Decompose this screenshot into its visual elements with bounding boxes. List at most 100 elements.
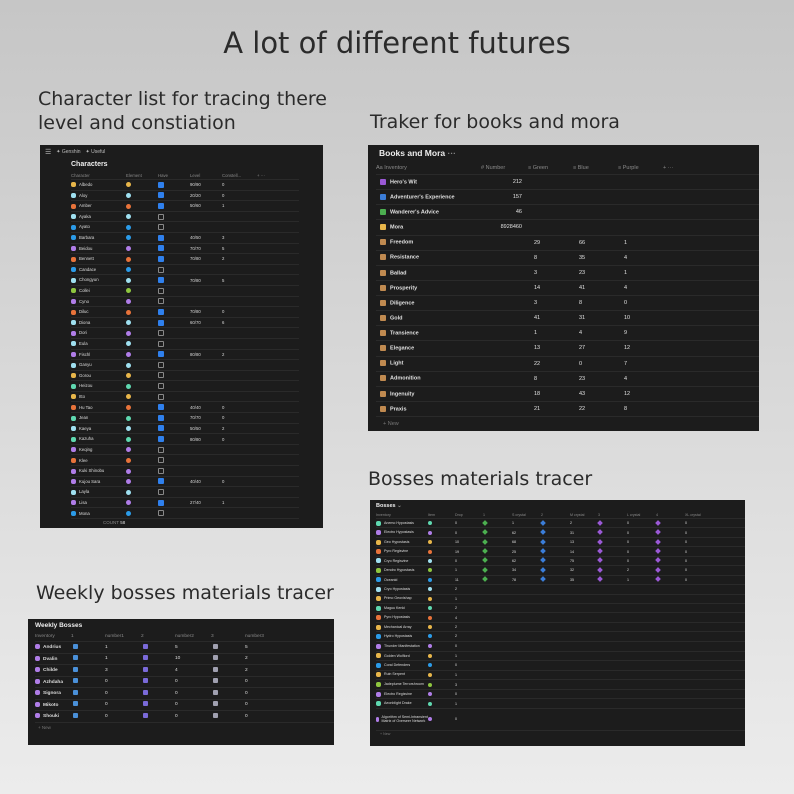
table-row[interactable]: Electro Hypostasis 0 62 31 0 0 xyxy=(376,528,745,538)
table-row[interactable]: Dori xyxy=(71,328,299,339)
table-row[interactable]: Hydro Hypostasis 2 xyxy=(376,632,745,642)
have-checkbox[interactable] xyxy=(158,213,164,220)
books-new-button[interactable]: + New xyxy=(383,421,399,427)
add-column-button[interactable]: + ··· xyxy=(257,172,265,178)
have-checkbox[interactable] xyxy=(158,181,164,188)
table-row[interactable]: Elegance 13 27 12 xyxy=(376,341,759,357)
have-checkbox[interactable] xyxy=(158,383,164,390)
table-row[interactable]: Electro Regisvine 0 xyxy=(376,690,745,700)
menu-icon[interactable]: ☰ xyxy=(45,149,52,156)
table-row[interactable]: Ayaka xyxy=(71,212,299,223)
have-checkbox[interactable] xyxy=(158,425,164,432)
table-row[interactable]: Diona 60/70 6 xyxy=(71,318,299,329)
table-row[interactable]: Amber 50/60 1 xyxy=(71,201,299,212)
table-row[interactable]: Barbara 40/50 3 xyxy=(71,233,299,244)
table-row[interactable]: Mikoto 0 0 0 xyxy=(35,700,334,711)
table-row[interactable]: Mechanical Array 2 xyxy=(376,623,745,633)
table-row[interactable]: Jean 70/70 0 xyxy=(71,413,299,424)
table-row[interactable]: Andrius 1 5 5 xyxy=(35,642,334,654)
table-row[interactable]: Dendro Hypostasis 1 34 32 2 0 xyxy=(376,566,745,576)
table-row[interactable]: Cryo Hypostasis 2 xyxy=(376,585,745,595)
table-row[interactable]: Jadeplume Terrorshroom 3 xyxy=(376,680,745,690)
table-row[interactable]: Freedom 29 66 1 xyxy=(376,236,759,251)
table-row[interactable]: Lisa 27/40 1 xyxy=(71,498,299,509)
table-row[interactable]: Itto xyxy=(71,392,299,403)
chevron-down-icon[interactable]: ⌄ xyxy=(397,503,402,509)
table-row[interactable]: Collei xyxy=(71,286,299,297)
table-row[interactable]: Fischl 80/80 2 xyxy=(71,350,299,361)
table-row[interactable]: Hero's Wit 212 xyxy=(376,175,759,191)
table-row[interactable]: Albedo 90/90 0 xyxy=(71,180,299,191)
table-row[interactable]: Bennett 70/80 2 xyxy=(71,254,299,265)
have-checkbox[interactable] xyxy=(158,393,164,400)
have-checkbox[interactable] xyxy=(158,340,164,347)
table-row[interactable]: Cyno xyxy=(71,297,299,308)
table-row[interactable]: Diligence 3 8 0 xyxy=(376,296,759,312)
table-row[interactable]: Golden Wolflord 1 xyxy=(376,652,745,662)
table-row[interactable]: Kuki Shinobu xyxy=(71,466,299,477)
table-row[interactable]: Light 22 0 7 xyxy=(376,357,759,372)
table-row[interactable]: Prosperity 14 41 4 xyxy=(376,281,759,296)
table-row[interactable]: Admonition 8 23 4 xyxy=(376,372,759,387)
table-row[interactable]: Kazuha 80/80 0 xyxy=(71,434,299,445)
table-row[interactable]: Candace xyxy=(71,265,299,276)
table-row[interactable]: Azhdaha 0 0 0 xyxy=(35,677,334,688)
have-checkbox[interactable] xyxy=(158,202,164,209)
have-checkbox[interactable] xyxy=(158,510,164,517)
table-row[interactable]: Geo Hypostasis 10 68 13 0 0 xyxy=(376,538,745,548)
table-row[interactable]: Transience 1 4 9 xyxy=(376,326,759,342)
table-row[interactable]: Kaeya 50/50 2 xyxy=(71,424,299,435)
have-checkbox[interactable] xyxy=(158,467,164,474)
have-checkbox[interactable] xyxy=(158,499,164,506)
add-column-button[interactable]: + ··· xyxy=(663,165,674,171)
table-row[interactable]: Primo Geovishap 1 xyxy=(376,595,745,604)
have-checkbox[interactable] xyxy=(158,255,164,262)
table-row[interactable]: Kujou Sara 40/40 0 xyxy=(71,477,299,488)
table-row[interactable]: Maguu Kenki 2 xyxy=(376,604,745,614)
table-row[interactable]: Gorou xyxy=(71,371,299,382)
have-checkbox[interactable] xyxy=(158,404,164,411)
have-checkbox[interactable] xyxy=(158,192,164,199)
have-checkbox[interactable] xyxy=(158,245,164,252)
table-row[interactable]: Eula xyxy=(71,339,299,350)
have-checkbox[interactable] xyxy=(158,478,164,485)
table-row[interactable]: Coral Defenders 0 xyxy=(376,661,745,671)
table-row[interactable]: Wanderer's Advice 46 xyxy=(376,205,759,221)
have-checkbox[interactable] xyxy=(158,457,164,464)
table-row[interactable]: Cryo Regisvine 0 62 75 0 0 xyxy=(376,557,745,567)
table-row[interactable]: Aloy 20/20 0 xyxy=(71,191,299,202)
table-row[interactable]: Childe 3 4 2 xyxy=(35,665,334,677)
more-icon[interactable]: ··· xyxy=(447,148,457,158)
table-row[interactable]: Keqing xyxy=(71,445,299,456)
have-checkbox[interactable] xyxy=(158,319,164,326)
table-row[interactable]: Diluc 70/80 0 xyxy=(71,307,299,318)
have-checkbox[interactable] xyxy=(158,351,164,358)
table-row[interactable]: Ruin Serpent 1 xyxy=(376,671,745,680)
table-row[interactable]: Ingenuity 18 43 12 xyxy=(376,387,759,402)
table-row[interactable]: Shouki 0 0 0 xyxy=(35,711,334,723)
table-row[interactable]: Praxis 21 22 8 xyxy=(376,402,759,417)
table-row[interactable]: Oceanid 11 78 35 1 0 xyxy=(376,576,745,586)
bosses-new-button[interactable]: + New xyxy=(380,731,391,736)
table-row[interactable]: Beidou 70/70 5 xyxy=(71,244,299,255)
have-checkbox[interactable] xyxy=(158,308,164,315)
table-row[interactable]: Mona xyxy=(71,508,299,519)
have-checkbox[interactable] xyxy=(158,224,164,231)
have-checkbox[interactable] xyxy=(158,372,164,379)
table-row[interactable]: Pyro Regisvine 19 25 14 0 0 xyxy=(376,547,745,557)
table-row[interactable]: Thunder Manifestation 0 xyxy=(376,642,745,652)
table-row[interactable]: Ganyu xyxy=(71,360,299,371)
table-row[interactable]: Layla xyxy=(71,487,299,498)
have-checkbox[interactable] xyxy=(158,446,164,453)
table-row[interactable]: Anemo Hypostasis 0 1 2 0 0 xyxy=(376,519,745,529)
table-row[interactable]: Ayato xyxy=(71,222,299,233)
weekly-new-button[interactable]: + New xyxy=(38,724,51,730)
table-row[interactable]: Hu Tao 40/40 0 xyxy=(71,402,299,414)
have-checkbox[interactable] xyxy=(158,361,164,368)
table-row[interactable]: Signora 0 0 0 xyxy=(35,688,334,700)
table-row[interactable]: Heizou xyxy=(71,381,299,392)
table-row[interactable]: Pyro Hypostasis 4 xyxy=(376,613,745,623)
have-checkbox[interactable] xyxy=(158,414,164,421)
have-checkbox[interactable] xyxy=(158,436,164,443)
table-row[interactable]: Resistance 8 35 4 xyxy=(376,251,759,266)
